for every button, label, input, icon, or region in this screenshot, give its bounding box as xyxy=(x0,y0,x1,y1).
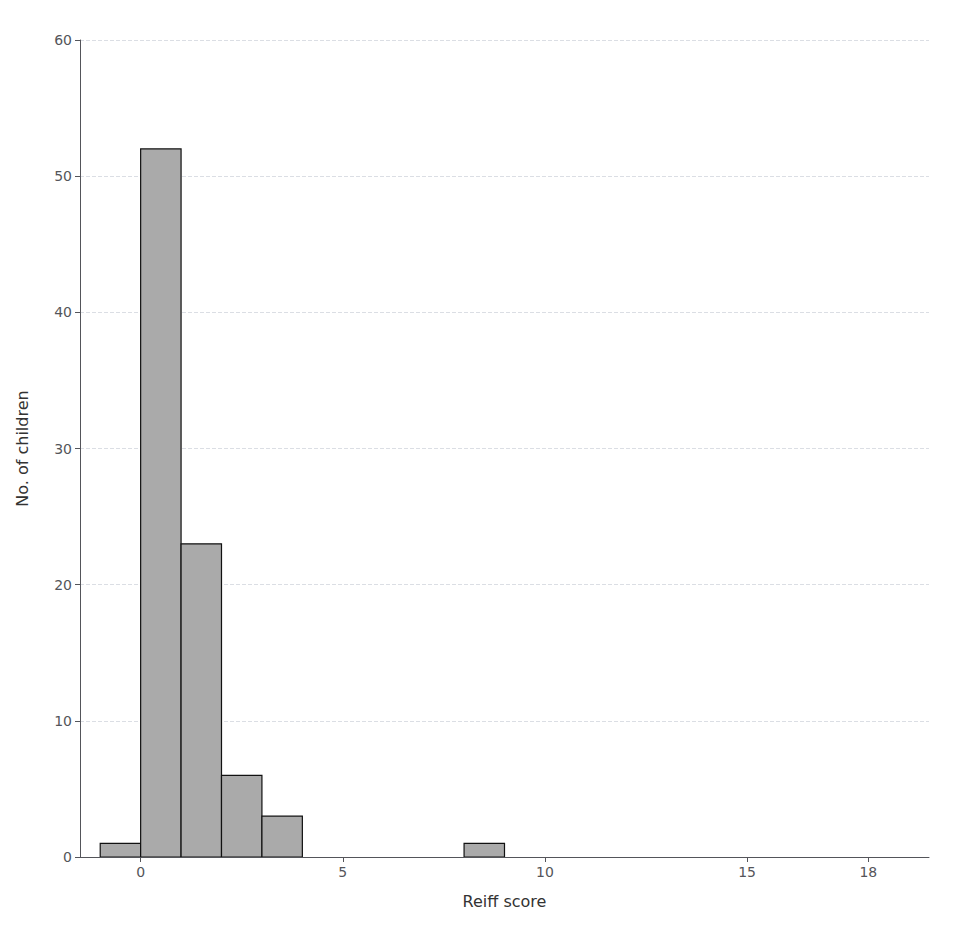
svg-text:No. of children: No. of children xyxy=(13,390,32,506)
svg-text:15: 15 xyxy=(738,864,756,880)
svg-text:20: 20 xyxy=(54,577,72,593)
svg-text:60: 60 xyxy=(54,32,72,48)
svg-text:50: 50 xyxy=(54,168,72,184)
svg-text:Reiff score: Reiff score xyxy=(463,892,547,911)
svg-text:30: 30 xyxy=(54,441,72,457)
svg-text:0: 0 xyxy=(136,864,145,880)
svg-text:40: 40 xyxy=(54,304,72,320)
svg-text:10: 10 xyxy=(54,713,72,729)
svg-text:10: 10 xyxy=(536,864,554,880)
svg-text:5: 5 xyxy=(338,864,347,880)
svg-text:0: 0 xyxy=(63,849,72,865)
svg-text:18: 18 xyxy=(859,864,877,880)
